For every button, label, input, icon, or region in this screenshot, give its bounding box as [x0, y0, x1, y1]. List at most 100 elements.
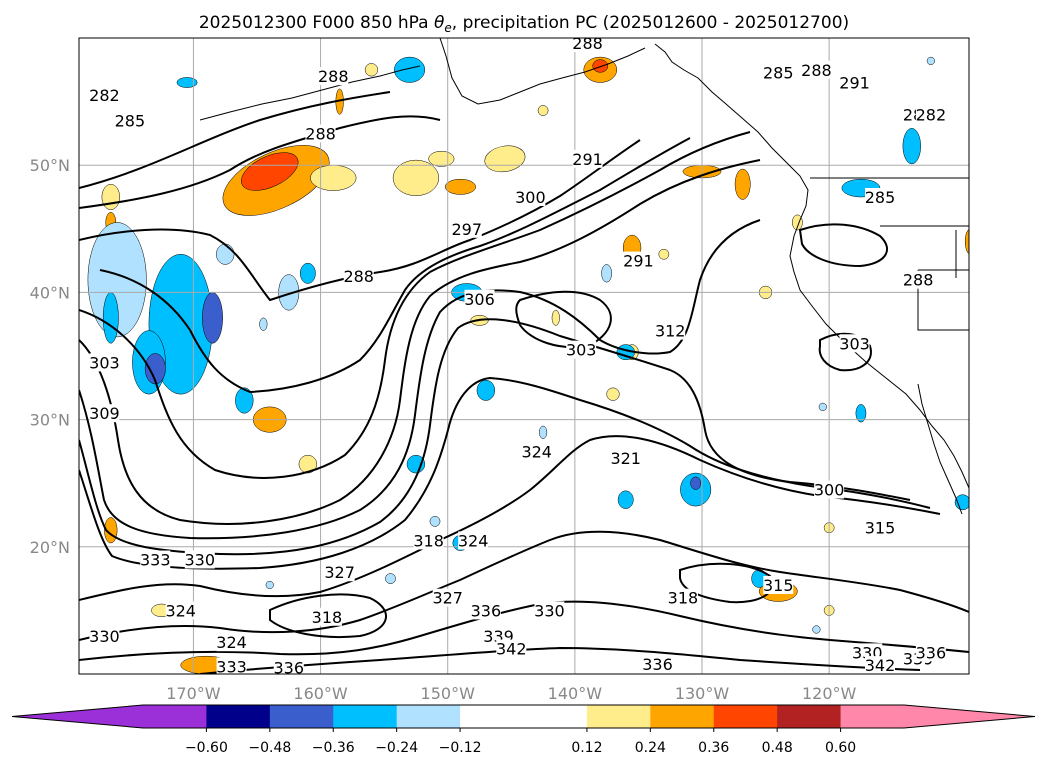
- precip-patch-6: [428, 150, 455, 167]
- contour-label: 303: [89, 353, 120, 372]
- contour-label-bg: [343, 266, 374, 285]
- contour-label-bg: [324, 563, 355, 582]
- contour-label-bg: [216, 633, 247, 652]
- contour-label: 336: [916, 643, 947, 662]
- contour-label-bg: [458, 531, 489, 550]
- colorbar-tick-label: −0.36: [312, 740, 355, 756]
- contour-label-bg: [801, 60, 832, 79]
- precip-patch-12: [964, 228, 969, 255]
- contour-label: 291: [572, 150, 603, 169]
- contour-label-bg: [311, 607, 342, 626]
- y-tick-label: 50°N: [30, 156, 70, 175]
- contour-label-bg: [184, 550, 215, 569]
- precip-patch-57: [385, 573, 396, 584]
- contour-label-bg: [903, 270, 934, 289]
- colorbar-tick-label: −0.48: [248, 740, 291, 756]
- contour-label: 324: [458, 531, 489, 550]
- contour-label-bg: [566, 340, 597, 359]
- precip-patch-56: [429, 516, 441, 527]
- contour-label: 306: [464, 290, 495, 309]
- colorbar-segment: [777, 705, 842, 728]
- colorbar-segment: [269, 705, 334, 728]
- contour-label-bg: [667, 588, 698, 607]
- contour-label-bg: [273, 658, 304, 674]
- precip-patch-33: [87, 222, 147, 338]
- contour-label-bg: [165, 601, 196, 620]
- precipitation-pc-layer: [87, 56, 969, 674]
- precip-patch-43: [259, 317, 268, 331]
- contour-label: 309: [89, 404, 120, 423]
- contour-label: 288: [903, 271, 934, 290]
- contour-label-bg: [470, 601, 501, 620]
- precip-patch-62: [855, 404, 867, 423]
- contour-label-bg: [89, 626, 120, 645]
- contour-label-bg: [655, 321, 686, 340]
- contour-label-bg: [814, 480, 845, 499]
- contour-label: 333: [216, 657, 247, 676]
- colorbar-tick-label: 0.12: [571, 740, 602, 756]
- contour-label-bg: [642, 654, 673, 673]
- precip-patch-25: [658, 248, 670, 260]
- precip-patch-17: [298, 454, 318, 474]
- contour-label: 327: [324, 563, 355, 582]
- contour-label: 288: [318, 67, 349, 86]
- y-tick-label: 30°N: [30, 411, 70, 430]
- contour-label-bg: [763, 575, 794, 594]
- precip-patch-32: [792, 214, 803, 231]
- contour-label-bg: [915, 643, 946, 662]
- contour-label-bg: [521, 442, 552, 461]
- colorbar-segment: [460, 705, 588, 728]
- chart-title: 2025012300 F000 850 hPa θe, precipitatio…: [199, 13, 849, 35]
- precip-patch-51: [539, 425, 548, 439]
- contour-label-bg: [413, 531, 444, 550]
- contour-label-bg: [915, 105, 946, 124]
- contour-label: 321: [610, 449, 641, 468]
- contour-label: 330: [534, 601, 565, 620]
- map-area: 288 282 285 288 288 285 288 291 285 282 291 300 297 2…: [79, 34, 969, 678]
- contour-label-bg: [496, 639, 527, 658]
- precip-patch-30: [364, 63, 379, 77]
- contour-label: 288: [572, 34, 603, 53]
- contour-label: 282: [916, 105, 947, 124]
- contour-label: 336: [471, 601, 502, 620]
- contour-label-bg: [763, 63, 794, 82]
- contour-label-bg: [865, 656, 895, 674]
- contour-label-bg: [216, 657, 247, 674]
- contour-label-bg: [610, 448, 641, 467]
- contour-label: 318: [668, 589, 699, 608]
- precip-patch-45: [394, 56, 426, 83]
- contour-label: 288: [305, 124, 336, 143]
- precip-patch-13: [101, 184, 120, 210]
- contour-label-bg: [464, 289, 495, 308]
- contour-label: 312: [655, 322, 686, 341]
- colorbar-tick-label: −0.60: [185, 740, 228, 756]
- precip-patch-3: [392, 159, 440, 196]
- contour-label-bg: [572, 149, 603, 168]
- contour-label: 324: [521, 442, 552, 461]
- colorbar-segment: [586, 705, 651, 728]
- x-tick-label: 160°W: [293, 684, 348, 703]
- contour-label: 315: [763, 576, 794, 595]
- precip-patch-2: [310, 164, 357, 191]
- contour-label: 342: [865, 656, 896, 675]
- precip-patch-39: [216, 243, 235, 265]
- contour-label: 330: [89, 627, 120, 646]
- x-tick-label: 120°W: [802, 684, 857, 703]
- contour-label: 318: [413, 531, 444, 550]
- contour-label: 330: [185, 551, 216, 570]
- contour-label: 336: [642, 655, 673, 674]
- contour-label-bg: [451, 219, 482, 238]
- precip-patch-24: [551, 309, 560, 326]
- contour-label: 288: [801, 61, 832, 80]
- contour-label: 324: [216, 633, 247, 652]
- contour-label: 327: [432, 589, 463, 608]
- contour-label-bg: [515, 188, 546, 206]
- contour-label: 324: [165, 601, 196, 620]
- contour-label: 336: [274, 659, 305, 678]
- colorbar-under-extension: [12, 705, 143, 728]
- contour-label: 315: [865, 519, 896, 538]
- contour-label: 285: [865, 188, 896, 207]
- precip-patch-40: [235, 387, 254, 414]
- contour-label-bg: [305, 124, 336, 143]
